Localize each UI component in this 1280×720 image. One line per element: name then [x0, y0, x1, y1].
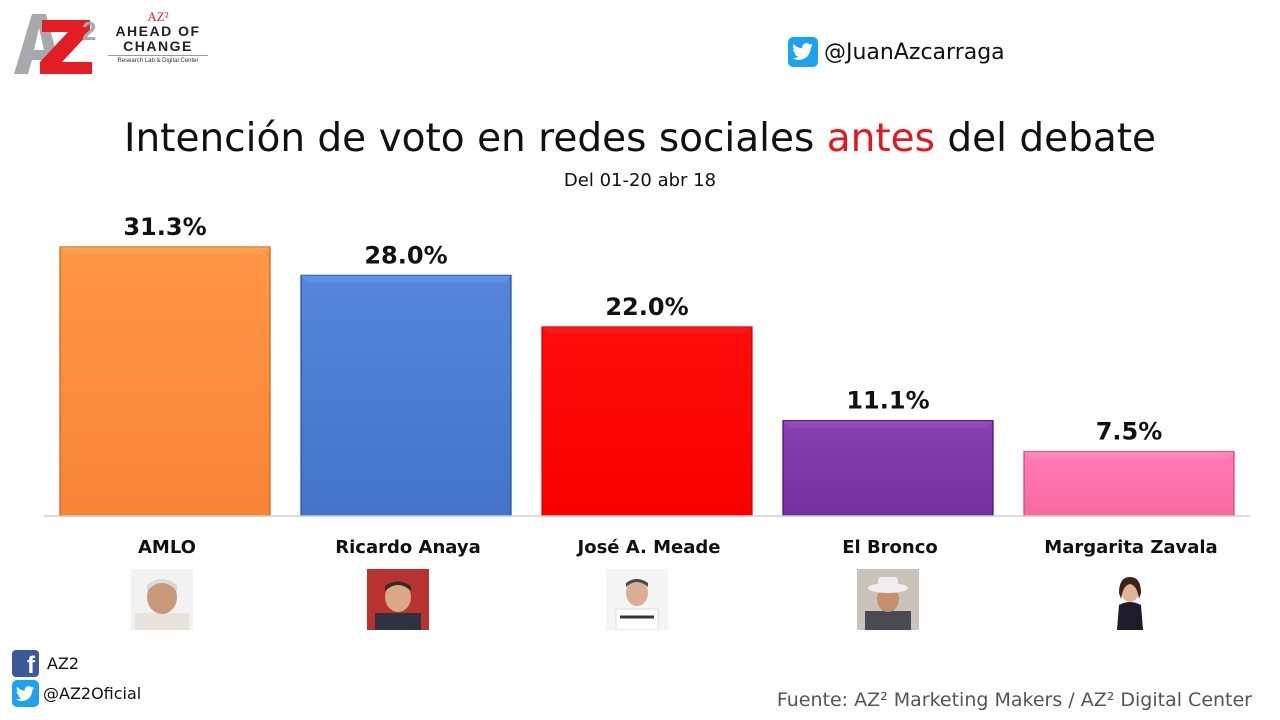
facebook-row[interactable]: f AZ2	[12, 650, 80, 679]
az2-logo-mark: 2	[14, 14, 96, 74]
category-label-2: José A. Meade	[576, 537, 721, 558]
twitter-header: @JuanAzcarraga	[788, 36, 1005, 68]
bar-value-label-4: 7.5%	[1096, 418, 1163, 446]
logo-lab-text: Research Lab & Digital Center	[108, 55, 208, 66]
bar-value-label-0: 31.3%	[123, 213, 206, 241]
chart-subtitle: Del 01-20 abr 18	[563, 170, 717, 191]
category-label-4: Margarita Zavala	[1044, 537, 1217, 558]
bar-2	[541, 326, 753, 517]
bar-4	[1023, 450, 1235, 517]
candidate-photo-bronco	[857, 569, 919, 630]
logo-change-text: CHANGE	[123, 38, 193, 54]
logo-az2-text: AZ²	[147, 9, 169, 24]
bar-0	[59, 246, 271, 517]
candidate-photo-anaya	[367, 569, 429, 630]
category-label-3: El Bronco	[842, 537, 938, 558]
facebook-label[interactable]: AZ2	[47, 654, 80, 673]
az2-logo: 2 AZ² AHEAD OF CHANGE Research Lab & Dig…	[12, 10, 208, 80]
twitter-bird-icon	[788, 37, 818, 67]
svg-text:2: 2	[82, 16, 96, 46]
candidate-photo-amlo	[131, 569, 193, 630]
bar-value-label-1: 28.0%	[364, 241, 447, 269]
source-note: Fuente: AZ² Marketing Makers / AZ² Digit…	[776, 689, 1252, 711]
bar-value-label-3: 11.1%	[846, 387, 929, 415]
bar-bevel-0	[60, 247, 270, 254]
bar-value-label-2: 22.0%	[605, 293, 688, 321]
chart-title: Intención de voto en redes sociales ante…	[0, 116, 1280, 161]
category-label-0: AMLO	[138, 537, 196, 558]
candidate-photo-zavala	[1099, 569, 1161, 630]
twitter-row[interactable]: @AZ2Oficial	[12, 680, 141, 707]
bar-bevel-4	[1024, 451, 1234, 459]
title-part-1: Intención de voto en redes sociales	[123, 116, 827, 161]
bar-1	[300, 274, 512, 517]
logo-ahead-text: AHEAD OF	[115, 23, 201, 39]
twitter-bird-icon	[12, 680, 39, 707]
bar-bevel-2	[542, 326, 752, 334]
bar-3	[782, 420, 994, 517]
bar-bevel-3	[783, 420, 993, 428]
bar-bevel-1	[301, 275, 511, 283]
twitter-footer-label[interactable]: @AZ2Oficial	[43, 684, 142, 703]
category-label-1: Ricardo Anaya	[335, 537, 480, 558]
title-accent-word: antes	[826, 116, 935, 161]
facebook-icon: f	[12, 650, 39, 679]
twitter-handle[interactable]: @JuanAzcarraga	[824, 39, 1005, 65]
title-part-2: del debate	[934, 116, 1157, 161]
candidate-photo-meade	[606, 569, 668, 630]
